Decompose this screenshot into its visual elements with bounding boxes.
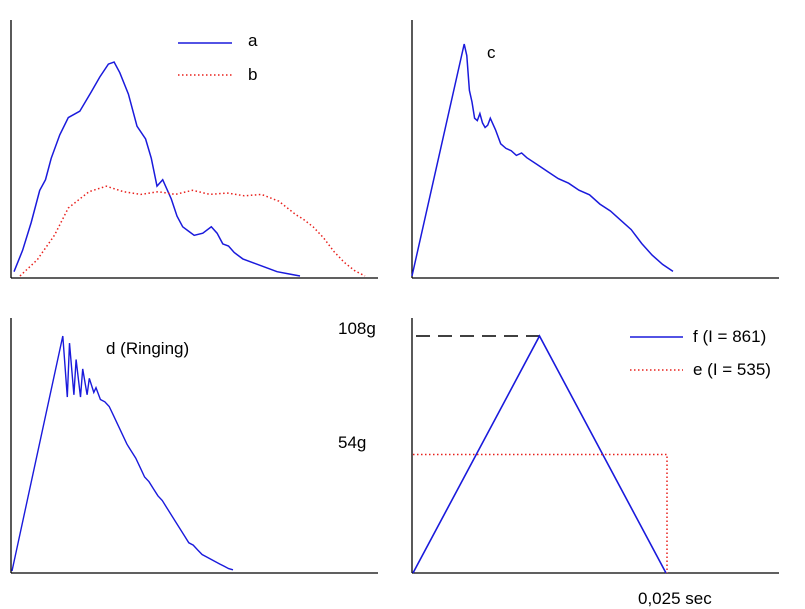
series-a-line	[13, 61, 301, 277]
panel-top-left: a b	[10, 20, 378, 279]
series-d-label: d (Ringing)	[106, 339, 189, 358]
legend-label-a: a	[248, 31, 258, 50]
panel-bottom-right: 108g 54g 0,025 sec f (I = 861) e (I = 53…	[338, 318, 779, 608]
series-c-line	[411, 43, 674, 277]
legend-label-f: f (I = 861)	[693, 327, 766, 346]
series-b-line	[19, 185, 366, 277]
series-d-line	[11, 335, 234, 572]
series-c-label: c	[487, 43, 496, 62]
ytick-label-108g: 108g	[338, 319, 376, 338]
xtick-label-0025-sec: 0,025 sec	[638, 589, 712, 608]
legend-label-b: b	[248, 65, 257, 84]
ytick-label-54g: 54g	[338, 433, 366, 452]
panel-top-right: c	[411, 20, 779, 279]
series-e-line	[413, 453, 668, 573]
panel-bottom-left: d (Ringing)	[10, 318, 378, 574]
series-f-line	[412, 334, 667, 574]
legend-label-e: e (I = 535)	[693, 360, 771, 379]
